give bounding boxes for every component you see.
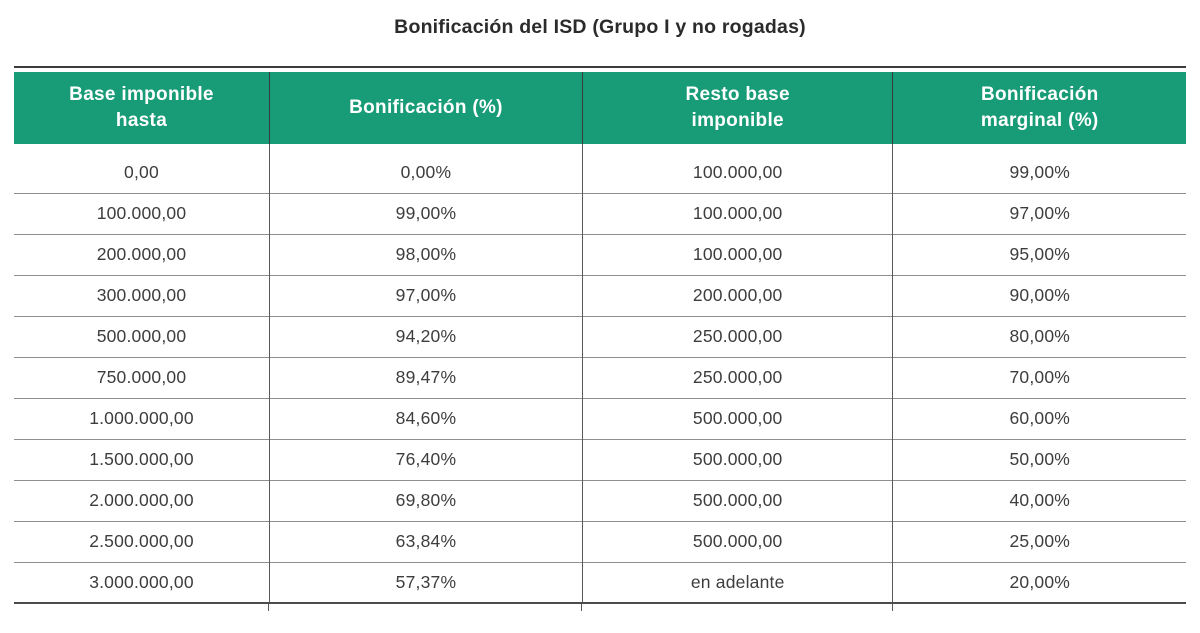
column-tick-segment (14, 604, 270, 611)
table-cell: 84,60% (269, 397, 583, 439)
table-cell: 100.000,00 (582, 192, 894, 234)
table-row: 1.000.000,00 84,60% 500.000,00 60,00% (14, 397, 1186, 439)
header-cell-bonificacion: Bonificación (%) (269, 72, 583, 144)
table-cell: 2.500.000,00 (14, 520, 270, 562)
table-cell: 1.500.000,00 (14, 438, 270, 480)
table-body: 0,00 0,00% 100.000,00 99,00% 100.000,00 99,00… (14, 144, 1186, 604)
header-row: Base imponible hasta Bonificación (%) Re… (14, 72, 1186, 144)
table-row: 1.500.000,00 76,40% 500.000,00 50,00% (14, 438, 1186, 480)
table-cell: 200.000,00 (582, 274, 894, 316)
table-top-rule (14, 66, 1186, 68)
page: Bonificación del ISD (Grupo I y no rogad… (0, 16, 1200, 611)
table-row: 500.000,00 94,20% 250.000,00 80,00% (14, 315, 1186, 357)
table-row: 2.500.000,00 63,84% 500.000,00 25,00% (14, 520, 1186, 562)
table-cell: 99,00% (1009, 162, 1071, 183)
table-cell: 750.000,00 (14, 356, 270, 398)
table-cell: 500.000,00 (582, 438, 894, 480)
table-cell: 500.000,00 (582, 397, 894, 439)
table-row: 750.000,00 89,47% 250.000,00 70,00% (14, 356, 1186, 398)
table-cell: 95,00% (892, 233, 1186, 275)
table-cell: 60,00% (892, 397, 1186, 439)
table-cell: 200.000,00 (14, 233, 270, 275)
table-cell: 69,80% (269, 479, 583, 521)
page-title: Bonificación del ISD (Grupo I y no rogad… (394, 16, 806, 38)
header-cell-bonificacion-marginal: Bonificación marginal (%) (892, 72, 1186, 144)
column-tick-segment (269, 604, 583, 611)
column-tick-segment (582, 604, 893, 611)
table-cell: 500.000,00 (14, 315, 270, 357)
table-cell: 90,00% (892, 274, 1186, 316)
table-row: 200.000,00 98,00% 100.000,00 95,00% (14, 233, 1186, 275)
table-cell: 20,00% (892, 561, 1186, 604)
table-cell: 100.000,00 (14, 192, 270, 234)
bonification-table: Base imponible hasta Bonificación (%) Re… (14, 66, 1186, 611)
table-cell: 76,40% (269, 438, 583, 480)
table-cell: 89,47% (269, 356, 583, 398)
table-cell: 0,00 (14, 144, 270, 193)
header-cell-base-imponible: Base imponible hasta (14, 72, 270, 144)
table-cell: 50,00% (892, 438, 1186, 480)
table-cell: 25,00% (892, 520, 1186, 562)
table-cell: 500.000,00 (582, 520, 894, 562)
table-row: 3.000.000,00 57,37% en adelante 20,00% (14, 561, 1186, 604)
column-ticks (14, 604, 1186, 611)
data-table: Base imponible hasta Bonificación (%) Re… (14, 72, 1186, 604)
table-cell: 94,20% (269, 315, 583, 357)
table-cell: 100.000,00 (582, 233, 894, 275)
table-cell: 97,00% (892, 192, 1186, 234)
table-cell: en adelante (582, 561, 894, 604)
table-cell: 3.000.000,00 (14, 561, 270, 604)
table-cell: 0,00% (269, 144, 583, 193)
table-cell: 98,00% (269, 233, 583, 275)
table-cell: 250.000,00 (582, 356, 894, 398)
table-cell: 500.000,00 (582, 479, 894, 521)
table-row: 100.000,00 99,00% 100.000,00 97,00% (14, 192, 1186, 234)
column-tick-segment (893, 604, 1186, 611)
table-cell: 80,00% (892, 315, 1186, 357)
table-cell: 99,00% (269, 192, 583, 234)
table-cell: 2.000.000,00 (14, 479, 270, 521)
table-cell: 300.000,00 (14, 274, 270, 316)
table-cell: 1.000.000,00 (14, 397, 270, 439)
table-cell: 100.000,00 (582, 144, 894, 193)
table-row: 0,00 0,00% 100.000,00 99,00% (14, 144, 1186, 193)
table-cell: 97,00% (269, 274, 583, 316)
header-cell-resto-base: Resto base imponible (582, 72, 894, 144)
table-cell: 250.000,00 (582, 315, 894, 357)
table-cell: 57,37% (269, 561, 583, 604)
table-cell: 70,00% (892, 356, 1186, 398)
table-row: 300.000,00 97,00% 200.000,00 90,00% (14, 274, 1186, 316)
table-cell: 63,84% (269, 520, 583, 562)
table-row: 2.000.000,00 69,80% 500.000,00 40,00% (14, 479, 1186, 521)
table-cell: 40,00% (892, 479, 1186, 521)
